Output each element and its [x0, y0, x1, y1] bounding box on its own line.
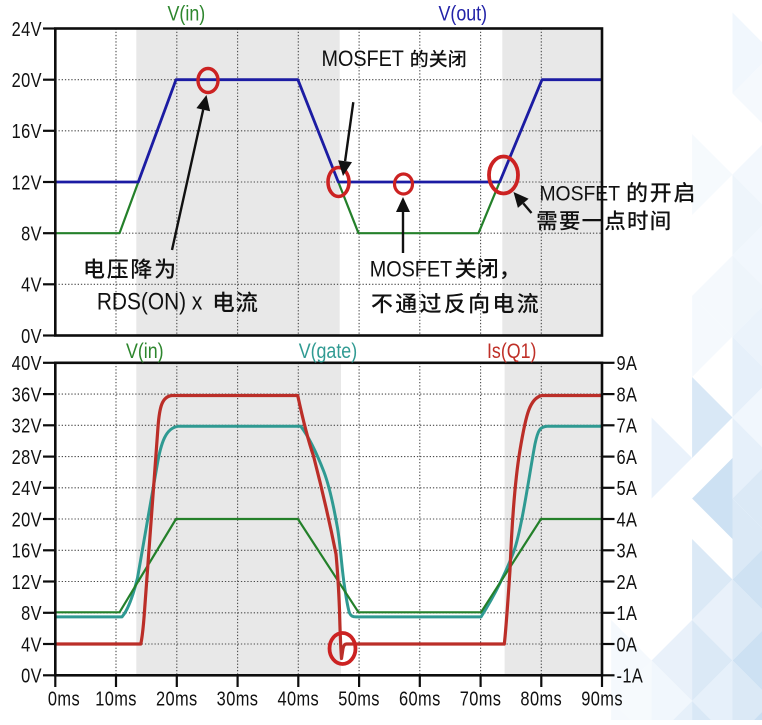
svg-text:Is(Q1): Is(Q1)	[487, 340, 537, 364]
svg-text:40V: 40V	[12, 351, 43, 374]
svg-text:7A: 7A	[616, 414, 637, 437]
svg-text:V(gate): V(gate)	[299, 340, 357, 364]
svg-text:36V: 36V	[12, 383, 43, 406]
svg-text:24V: 24V	[12, 476, 43, 499]
svg-text:50ms: 50ms	[338, 687, 380, 710]
svg-text:9A: 9A	[616, 351, 637, 374]
svg-text:5A: 5A	[616, 476, 637, 499]
svg-text:4V: 4V	[21, 273, 42, 296]
svg-text:90ms: 90ms	[581, 687, 623, 710]
svg-text:6A: 6A	[616, 445, 637, 468]
svg-text:60ms: 60ms	[399, 687, 441, 710]
svg-text:12V: 12V	[12, 570, 43, 593]
svg-text:70ms: 70ms	[460, 687, 502, 710]
svg-text:-1A: -1A	[616, 664, 643, 687]
svg-text:10ms: 10ms	[95, 687, 137, 710]
svg-text:V(in): V(in)	[168, 2, 206, 26]
svg-text:4A: 4A	[616, 508, 637, 531]
svg-text:0V: 0V	[21, 324, 42, 347]
svg-text:0ms: 0ms	[48, 687, 80, 710]
svg-text:1A: 1A	[616, 601, 637, 624]
svg-text:2A: 2A	[616, 570, 637, 593]
svg-text:40ms: 40ms	[277, 687, 319, 710]
svg-text:MOSFET: MOSFET	[321, 47, 404, 71]
svg-text:MOSFET: MOSFET	[370, 258, 453, 282]
svg-text:16V: 16V	[12, 539, 43, 562]
svg-text:0V: 0V	[21, 664, 42, 687]
svg-text:20V: 20V	[12, 508, 43, 531]
svg-text:MOSFET: MOSFET	[539, 181, 620, 205]
svg-text:12V: 12V	[12, 171, 43, 194]
svg-text:RDS(ON) x: RDS(ON) x	[97, 288, 203, 315]
svg-text:28V: 28V	[12, 445, 43, 468]
svg-text:20ms: 20ms	[156, 687, 198, 710]
svg-text:8A: 8A	[616, 383, 637, 406]
svg-text:20V: 20V	[12, 68, 43, 91]
svg-text:4V: 4V	[21, 633, 42, 656]
svg-text:30ms: 30ms	[217, 687, 259, 710]
svg-text:24V: 24V	[12, 17, 43, 40]
svg-text:3A: 3A	[616, 539, 637, 562]
svg-text:80ms: 80ms	[520, 687, 562, 710]
svg-text:8V: 8V	[21, 222, 42, 245]
svg-text:V(in): V(in)	[126, 340, 164, 364]
svg-text:V(out): V(out)	[439, 2, 488, 26]
svg-text:16V: 16V	[12, 119, 43, 142]
svg-text:0A: 0A	[616, 633, 637, 656]
svg-text:8V: 8V	[21, 601, 42, 624]
svg-text:32V: 32V	[12, 414, 43, 437]
